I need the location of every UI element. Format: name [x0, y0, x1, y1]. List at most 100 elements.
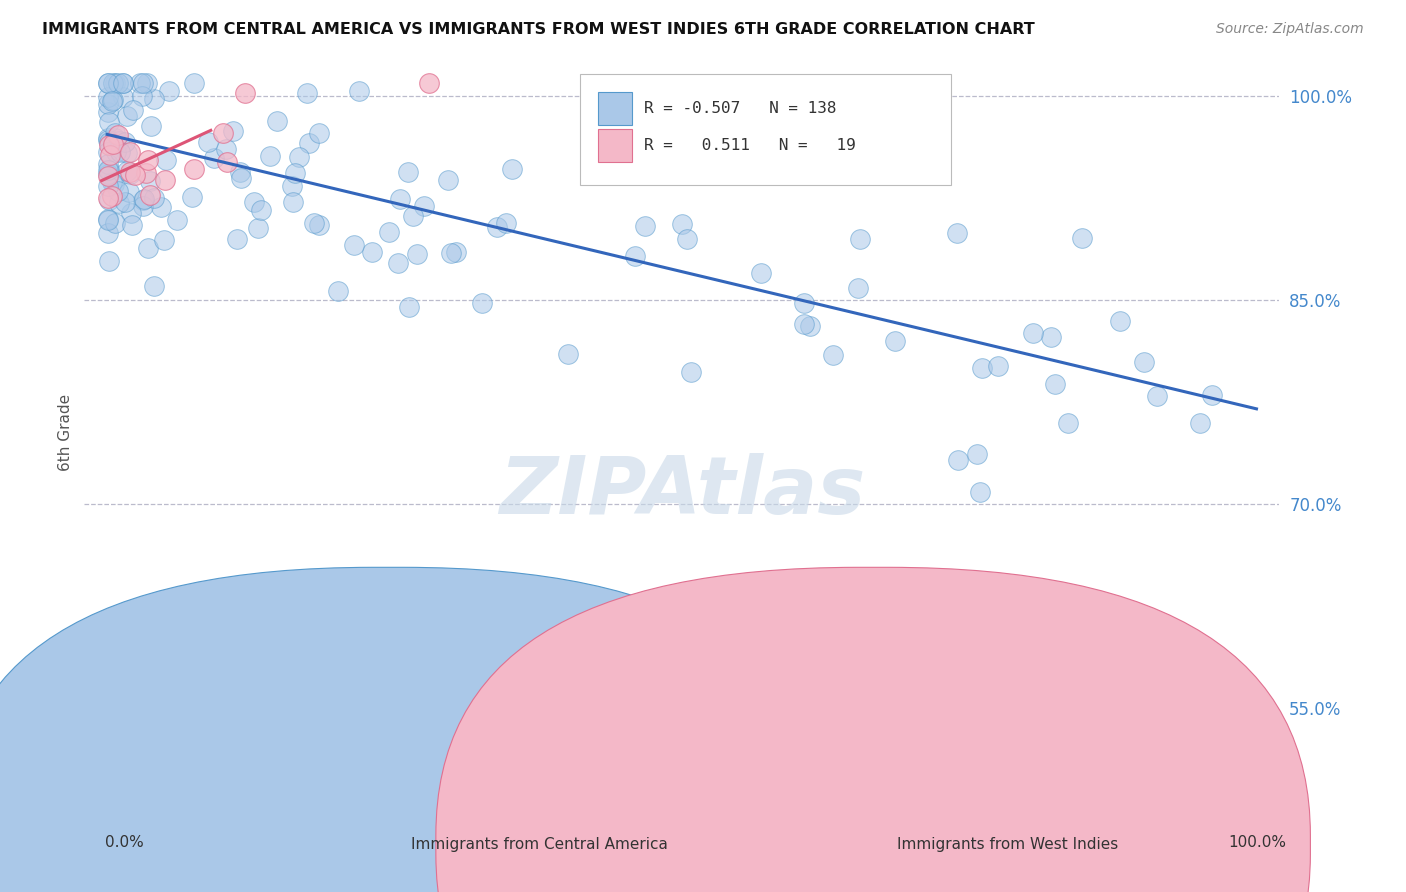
- Point: [136, 241, 159, 255]
- Point: [97, 178, 120, 193]
- Point: [136, 153, 159, 167]
- Point: [97, 193, 120, 207]
- Point: [440, 245, 463, 260]
- Point: [98, 135, 121, 149]
- Point: [104, 131, 127, 145]
- Text: R =   0.511   N =   19: R = 0.511 N = 19: [644, 138, 855, 153]
- Point: [671, 218, 693, 232]
- Point: [501, 161, 523, 176]
- Point: [418, 76, 440, 90]
- Point: [122, 103, 145, 117]
- Point: [624, 249, 647, 263]
- Point: [946, 226, 969, 240]
- Point: [946, 453, 969, 467]
- Point: [98, 115, 121, 129]
- Point: [471, 295, 494, 310]
- Point: [136, 76, 159, 90]
- Point: [108, 145, 131, 159]
- Point: [101, 76, 124, 90]
- Point: [347, 84, 370, 98]
- Point: [115, 109, 138, 123]
- Point: [97, 145, 120, 159]
- Point: [97, 105, 120, 120]
- Point: [138, 187, 160, 202]
- Text: Immigrants from Central America: Immigrants from Central America: [411, 838, 668, 852]
- Point: [281, 178, 304, 193]
- Point: [132, 76, 155, 90]
- Point: [1071, 231, 1094, 245]
- Point: [298, 136, 321, 150]
- Point: [104, 127, 127, 141]
- Point: [142, 191, 165, 205]
- Point: [120, 206, 142, 220]
- Point: [107, 128, 129, 142]
- Point: [222, 124, 245, 138]
- Point: [97, 90, 120, 104]
- Point: [159, 84, 181, 98]
- Point: [398, 300, 420, 314]
- Y-axis label: 6th Grade: 6th Grade: [58, 394, 73, 471]
- Point: [97, 168, 120, 182]
- Point: [1188, 416, 1211, 430]
- Point: [401, 209, 423, 223]
- Point: [266, 113, 288, 128]
- Point: [387, 256, 409, 270]
- Point: [679, 365, 702, 379]
- Point: [360, 245, 382, 260]
- Point: [149, 200, 172, 214]
- Point: [1109, 314, 1132, 328]
- Text: R = -0.507   N = 138: R = -0.507 N = 138: [644, 101, 837, 116]
- Point: [117, 185, 139, 199]
- FancyBboxPatch shape: [581, 73, 950, 185]
- Point: [202, 151, 225, 165]
- Point: [848, 232, 870, 246]
- Point: [1043, 376, 1066, 391]
- Point: [98, 163, 121, 178]
- Text: ZIPAtlas: ZIPAtlas: [499, 453, 865, 531]
- Point: [485, 220, 508, 235]
- Point: [97, 133, 120, 147]
- Point: [143, 279, 166, 293]
- Point: [103, 76, 125, 90]
- Point: [799, 319, 821, 334]
- Point: [749, 267, 772, 281]
- Point: [412, 199, 434, 213]
- Point: [308, 126, 330, 140]
- Point: [249, 203, 271, 218]
- Point: [100, 175, 122, 189]
- Point: [634, 219, 657, 234]
- Point: [446, 245, 468, 260]
- Point: [793, 296, 815, 310]
- Point: [883, 334, 905, 348]
- Point: [1146, 389, 1168, 403]
- Point: [229, 171, 252, 186]
- Point: [557, 347, 579, 361]
- Point: [1039, 330, 1062, 344]
- Point: [142, 92, 165, 106]
- Point: [166, 213, 188, 227]
- Point: [823, 348, 845, 362]
- Point: [120, 165, 142, 179]
- Point: [211, 126, 233, 140]
- Point: [792, 317, 814, 331]
- Point: [396, 165, 419, 179]
- Point: [97, 76, 120, 90]
- Point: [284, 167, 307, 181]
- Bar: [599, 129, 631, 162]
- Point: [155, 153, 177, 167]
- Point: [108, 134, 131, 148]
- Point: [97, 212, 120, 227]
- Point: [132, 199, 155, 213]
- Point: [378, 226, 401, 240]
- Point: [101, 189, 124, 203]
- Point: [97, 157, 120, 171]
- Point: [287, 150, 309, 164]
- Point: [112, 76, 135, 90]
- Point: [966, 447, 988, 461]
- Point: [101, 94, 124, 108]
- Point: [495, 215, 517, 229]
- Point: [226, 232, 249, 246]
- Point: [969, 485, 991, 500]
- Point: [197, 136, 219, 150]
- Point: [243, 194, 266, 209]
